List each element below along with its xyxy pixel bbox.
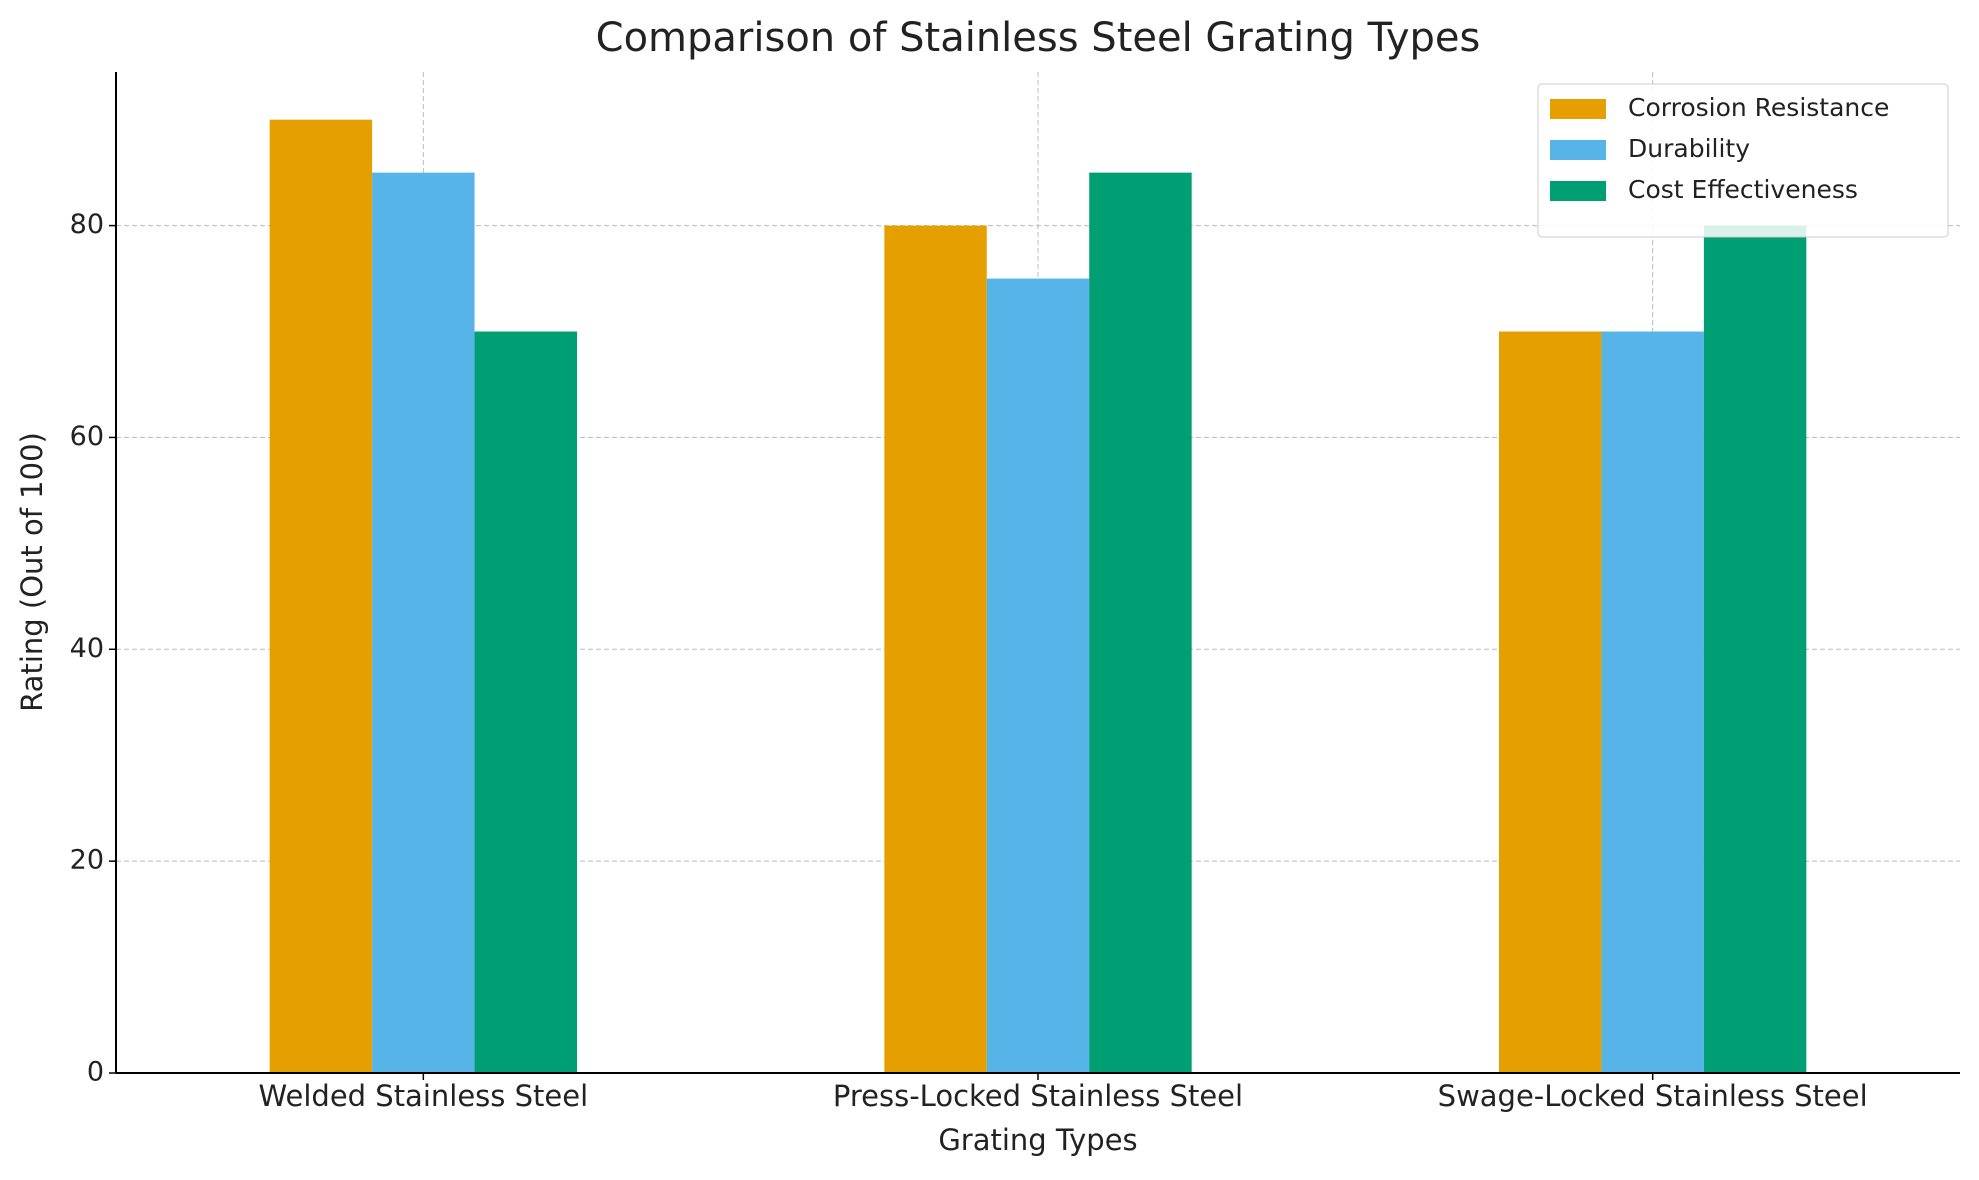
legend-swatch bbox=[1550, 99, 1606, 119]
y-tick-label: 80 bbox=[70, 209, 104, 240]
legend-box bbox=[1537, 83, 1949, 238]
y-tick-label: 60 bbox=[70, 421, 104, 452]
bar bbox=[269, 119, 373, 1073]
bar bbox=[1703, 225, 1807, 1073]
legend-swatch bbox=[1550, 140, 1606, 160]
legend-label: Cost Effectiveness bbox=[1628, 175, 1858, 204]
x-tick-label: Swage-Locked Stainless Steel bbox=[1438, 1079, 1868, 1113]
x-tick-label: Press-Locked Stainless Steel bbox=[833, 1079, 1243, 1113]
bar bbox=[1089, 172, 1192, 1073]
y-tick-label: 0 bbox=[87, 1057, 104, 1088]
bar bbox=[1601, 331, 1704, 1073]
legend-label: Durability bbox=[1628, 134, 1750, 163]
x-axis-label: Grating Types bbox=[938, 1123, 1137, 1157]
bar bbox=[986, 278, 1090, 1073]
bar bbox=[372, 172, 475, 1073]
y-axis-label: Rating (Out of 100) bbox=[15, 432, 49, 712]
bar bbox=[1499, 331, 1602, 1073]
chart-title: Comparison of Stainless Steel Grating Ty… bbox=[596, 15, 1481, 61]
legend-swatch bbox=[1550, 181, 1606, 201]
x-tick-label: Welded Stainless Steel bbox=[259, 1079, 589, 1113]
legend-label: Corrosion Resistance bbox=[1628, 93, 1889, 122]
bar bbox=[474, 331, 577, 1073]
bar bbox=[884, 225, 987, 1073]
y-tick-label: 20 bbox=[70, 845, 104, 876]
y-tick-label: 40 bbox=[70, 633, 104, 664]
